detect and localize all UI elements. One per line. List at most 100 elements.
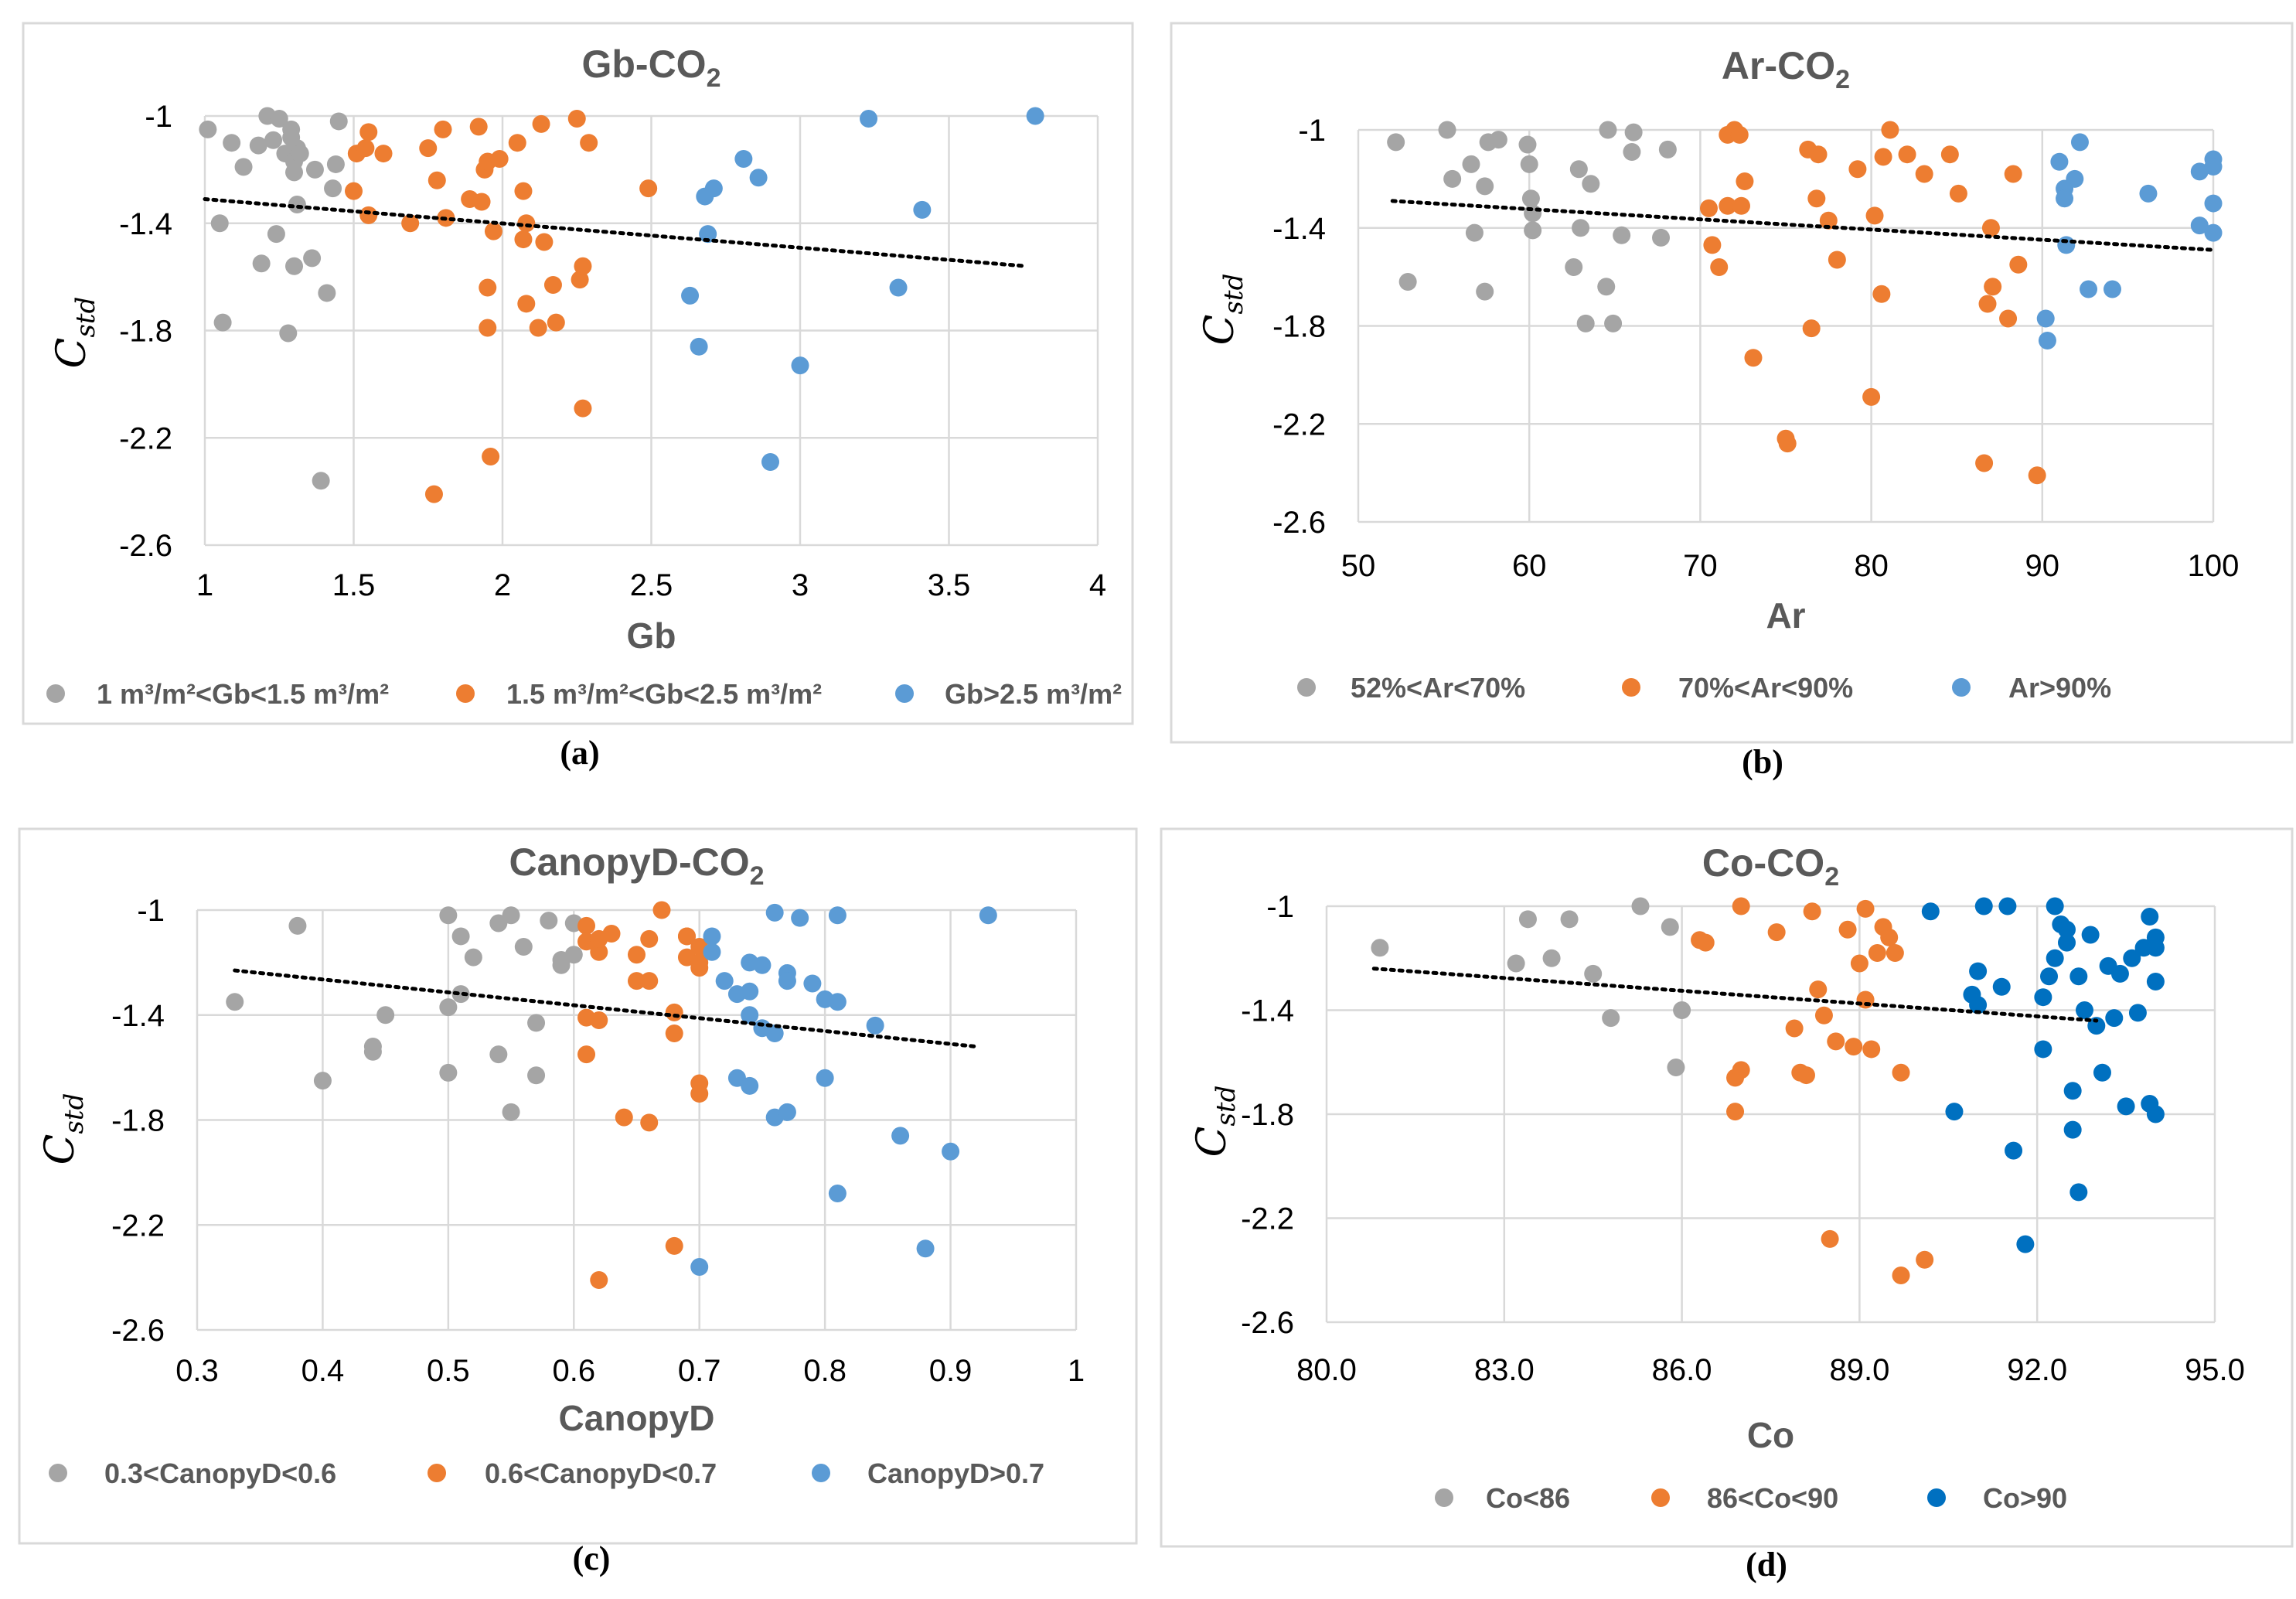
data-point [2204, 223, 2223, 242]
y-tick-label: -1.4 [119, 207, 172, 241]
data-point [1462, 155, 1480, 173]
data-point [1828, 251, 1846, 269]
data-point [2058, 933, 2076, 952]
data-point [303, 249, 322, 268]
data-point [1850, 954, 1868, 973]
data-point [567, 109, 586, 128]
data-point [479, 319, 497, 337]
data-point [1520, 155, 1538, 173]
data-point [1862, 1040, 1881, 1059]
data-point [753, 956, 772, 974]
data-point [590, 1271, 608, 1290]
x-tick-label: 4 [1089, 568, 1106, 602]
data-point [1736, 172, 1754, 191]
chart-panel-a: 1 1.5 2 2.5 3 3.5 4 -1 -1.4 -1.8 -2.2 -2.6 Gb-CO2 Gb C… [22, 22, 1134, 772]
data-point [517, 214, 536, 233]
data-point [1821, 1229, 1839, 1248]
data-point [318, 284, 336, 302]
series-c-0 [226, 906, 583, 1121]
legend-label: 52%<Ar<70% [1351, 672, 1525, 704]
legend-marker [812, 1464, 830, 1482]
data-point [1703, 236, 1722, 254]
x-tick-label: 80.0 [1296, 1353, 1357, 1387]
x-tick-label: 0.5 [427, 1354, 470, 1388]
data-point [1710, 257, 1729, 276]
y-axis-label: Cstd [49, 297, 101, 369]
data-point [374, 145, 393, 163]
data-point [665, 1025, 683, 1043]
data-point [329, 112, 348, 131]
data-point [285, 257, 303, 275]
data-point [1785, 1019, 1804, 1038]
data-point [1521, 189, 1540, 208]
data-point [1623, 143, 1641, 162]
y-tick-label: -1 [1266, 890, 1294, 924]
data-point [2081, 926, 2100, 944]
data-point [363, 1042, 382, 1061]
x-tick-label: 95.0 [2185, 1353, 2245, 1387]
data-point [889, 278, 908, 297]
data-point [1838, 920, 1857, 939]
data-point [1999, 309, 2018, 328]
data-point [1802, 319, 1821, 338]
data-point [574, 257, 592, 275]
data-point [1845, 1038, 1863, 1056]
series-a-0 [199, 107, 348, 490]
data-point [502, 906, 520, 925]
data-point [424, 485, 443, 503]
y-tick-label: -1.8 [119, 315, 172, 349]
data-point [1602, 1009, 1620, 1028]
data-point [580, 134, 598, 152]
data-point [2034, 1040, 2052, 1059]
data-point [690, 337, 708, 356]
data-point [2063, 1120, 2082, 1139]
panel-caption: (c) [573, 1539, 611, 1577]
x-tick-label: 80 [1854, 549, 1889, 583]
x-tick-label: 0.9 [929, 1354, 973, 1388]
data-point [472, 193, 491, 211]
data-point [279, 324, 298, 343]
data-point [1797, 1066, 1815, 1085]
y-tick-label: -2.2 [119, 421, 172, 455]
data-point [860, 109, 878, 128]
data-point [2190, 216, 2209, 235]
data-point [1969, 996, 1988, 1014]
chart-panel-d: 80.0 83.0 86.0 89.0 92.0 95.0 -1 -1.4 -1.8 -2.2 -2… [1160, 827, 2294, 1584]
data-point [1848, 160, 1867, 179]
data-point [552, 956, 571, 974]
data-point [540, 912, 558, 930]
data-point [1732, 1061, 1750, 1079]
data-point [2070, 133, 2089, 152]
data-point [942, 1142, 960, 1161]
y-tick-label: -1 [1298, 114, 1326, 148]
data-point [1886, 944, 1904, 963]
x-tick-label: 89.0 [1829, 1353, 1889, 1387]
y-axis-label: Cstd [37, 1093, 90, 1165]
data-point [703, 927, 721, 946]
data-point [1732, 897, 1750, 915]
y-tick-label: -1.8 [1272, 310, 1326, 344]
data-point [1398, 272, 1417, 291]
data-point [264, 131, 283, 149]
data-point [1569, 160, 1588, 179]
chart-panel-b: 50 60 70 80 90 100 -1 -1.4 -1.8 -2.2 -2.6 Ar-CO2 Ar C… [1170, 22, 2294, 781]
data-point [2016, 1235, 2035, 1253]
y-tick-label: -1 [145, 100, 172, 134]
data-point [532, 114, 550, 133]
data-point [1613, 226, 1631, 244]
data-point [223, 134, 241, 152]
data-point [514, 938, 533, 956]
data-point [359, 206, 378, 224]
data-point [527, 1014, 546, 1032]
data-point [577, 916, 596, 935]
data-point [1978, 295, 1997, 313]
trendline [233, 968, 978, 1048]
data-point [2087, 1017, 2106, 1035]
data-point [270, 109, 288, 128]
data-point [305, 160, 324, 179]
data-point [288, 195, 306, 213]
data-point [451, 985, 470, 1004]
data-point [2004, 165, 2022, 183]
data-point [778, 972, 796, 990]
data-point [715, 972, 734, 990]
